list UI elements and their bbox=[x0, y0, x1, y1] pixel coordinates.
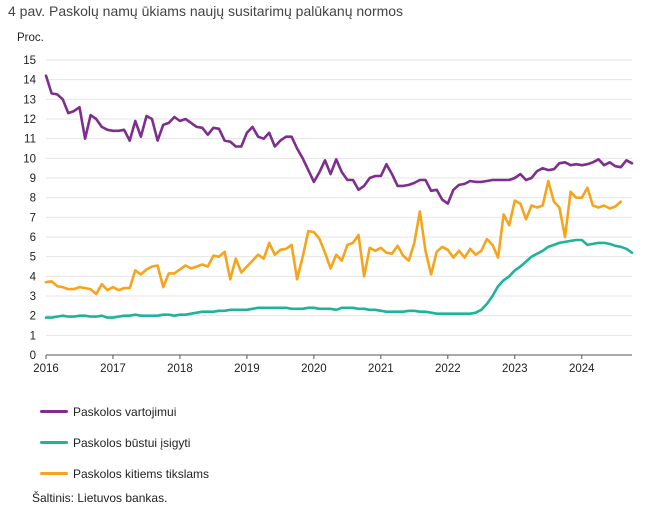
x-tick-label: 2016 bbox=[33, 363, 59, 375]
x-tick-label: 2019 bbox=[234, 363, 260, 375]
y-tick-label: 10 bbox=[23, 153, 36, 165]
legend: Paskolos vartojimui Paskolos būstui įsig… bbox=[40, 396, 209, 489]
legend-label-consumer: Paskolos vartojimui bbox=[73, 404, 177, 419]
y-axis-unit-label: Proc. bbox=[17, 32, 44, 44]
gridlines bbox=[45, 59, 632, 359]
x-tick-labels: 2016 2017 2018 2019 2020 2021 2022 2023 2024 bbox=[33, 363, 595, 375]
y-tick-label: 1 bbox=[30, 330, 36, 342]
y-tick-label: 15 bbox=[23, 55, 36, 67]
legend-swatch-housing bbox=[40, 441, 68, 444]
source-note: Šaltinis: Lietuvos bankas. bbox=[32, 491, 168, 505]
chart-title: 4 pav. Paskolų namų ūkiams naujų susitar… bbox=[8, 3, 404, 19]
series-line-1 bbox=[44, 238, 634, 319]
series-line-2 bbox=[44, 179, 623, 296]
y-tick-label: 8 bbox=[30, 193, 36, 205]
y-tick-label: 13 bbox=[23, 94, 36, 106]
y-tick-label: 3 bbox=[30, 291, 36, 303]
y-tick-label: 0 bbox=[30, 350, 36, 362]
y-tick-label: 2 bbox=[30, 311, 36, 323]
series-line-0 bbox=[44, 74, 634, 205]
y-tick-label: 6 bbox=[30, 232, 36, 244]
x-tick-label: 2024 bbox=[569, 363, 595, 375]
x-tick-label: 2022 bbox=[435, 363, 461, 375]
x-tick-label: 2018 bbox=[167, 363, 193, 375]
x-tick-label: 2021 bbox=[368, 363, 394, 375]
x-tick-label: 2023 bbox=[502, 363, 528, 375]
legend-item-consumer: Paskolos vartojimui bbox=[40, 396, 209, 427]
x-tick-label: 2020 bbox=[301, 363, 327, 375]
y-tick-label: 12 bbox=[23, 114, 36, 126]
y-tick-label: 4 bbox=[30, 271, 37, 283]
x-tick-label: 2017 bbox=[100, 363, 126, 375]
legend-label-other: Paskolos kitiems tikslams bbox=[73, 466, 210, 481]
y-tick-label: 14 bbox=[23, 75, 36, 87]
y-tick-label: 5 bbox=[30, 252, 36, 264]
y-tick-label: 9 bbox=[30, 173, 36, 185]
legend-item-housing: Paskolos būstui įsigyti bbox=[40, 427, 209, 458]
y-tick-label: 11 bbox=[24, 134, 36, 146]
legend-swatch-consumer bbox=[40, 410, 68, 413]
series-lines bbox=[44, 74, 634, 319]
legend-label-housing: Paskolos būstui įsigyti bbox=[73, 435, 191, 450]
legend-item-other: Paskolos kitiems tikslams bbox=[40, 458, 209, 489]
legend-swatch-other bbox=[40, 472, 68, 475]
y-tick-label: 7 bbox=[30, 212, 36, 224]
